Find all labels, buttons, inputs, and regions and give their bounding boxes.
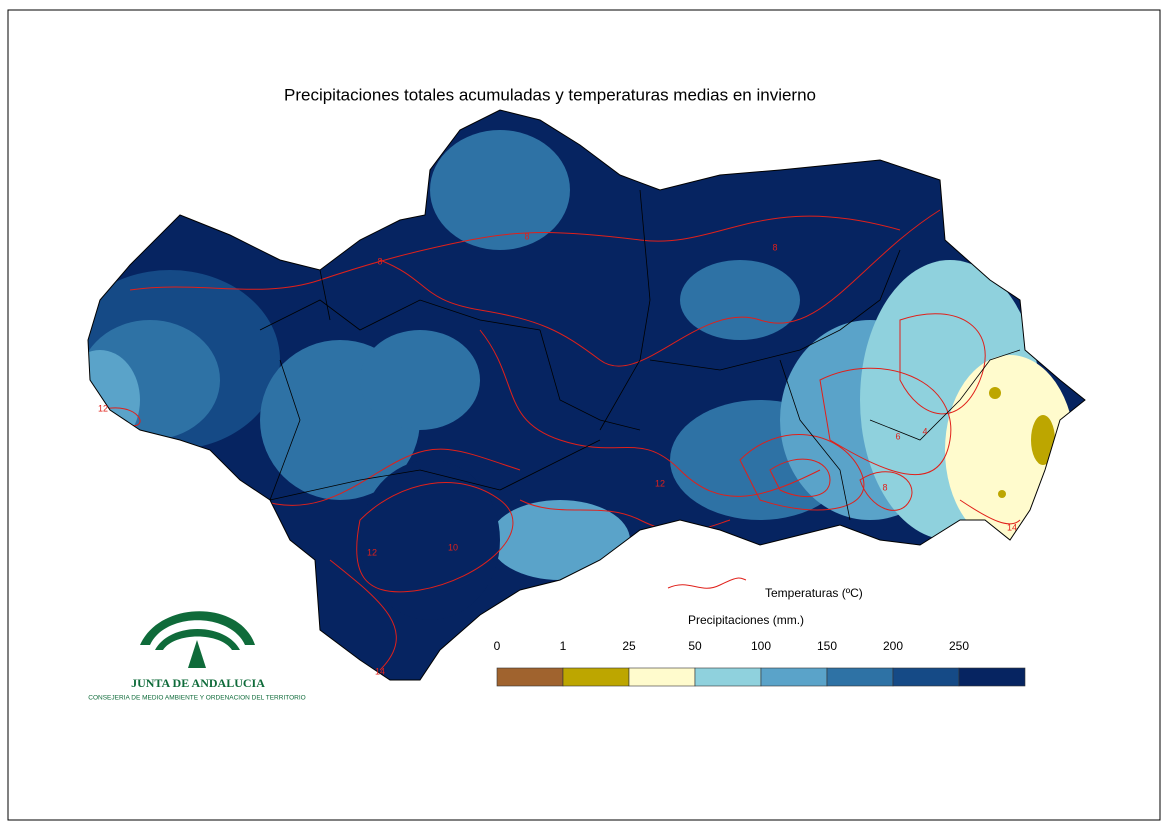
- legend-swatch: [562, 667, 630, 687]
- contour-label: 14: [1007, 522, 1017, 532]
- legend-break-label: 1: [560, 639, 567, 653]
- contour-label: 14: [375, 666, 385, 676]
- contour-label: 8: [772, 242, 777, 252]
- legend-swatch: [628, 667, 696, 687]
- legend-break-label: 200: [883, 639, 903, 653]
- contour-label: 12: [367, 547, 377, 557]
- contour-label: 8: [524, 231, 529, 241]
- legend-swatch: [958, 667, 1026, 687]
- legend-break-label: 0: [494, 639, 501, 653]
- precipitation-legend: 0 1 25 50 100 150 200 250: [494, 639, 1026, 687]
- legend-break-label: 100: [751, 639, 771, 653]
- temperature-legend-label: Temperaturas (ºC): [765, 586, 863, 600]
- map-title: Precipitaciones totales acumuladas y tem…: [284, 85, 816, 104]
- contour-label: 10: [448, 542, 458, 552]
- legend-swatch: [892, 667, 960, 687]
- contour-label: 6: [895, 431, 900, 441]
- logo: JUNTA DE ANDALUCIA CONSEJERIA DE MEDIO A…: [88, 611, 306, 702]
- legend-swatch: [694, 667, 762, 687]
- contour-label: 12: [98, 403, 108, 413]
- temperature-isolines: [99, 209, 1021, 671]
- contour-label: 8: [882, 482, 887, 492]
- contour-label: 4: [922, 426, 927, 436]
- province-borders: [259, 189, 1021, 521]
- legend-swatch: [826, 667, 894, 687]
- temperature-legend-line: [667, 577, 747, 589]
- logo-department: CONSEJERIA DE MEDIO AMBIENTE Y ORDENACIO…: [88, 695, 305, 702]
- legend-break-label: 50: [688, 639, 702, 653]
- legend-break-label: 150: [817, 639, 837, 653]
- precipitation-legend-title: Precipitaciones (mm.): [688, 613, 804, 627]
- legend-swatch: [496, 667, 564, 687]
- contour-label: 8: [377, 256, 382, 266]
- legend-break-label: 250: [949, 639, 969, 653]
- legend-break-label: 25: [622, 639, 636, 653]
- contour-label: 12: [655, 478, 665, 488]
- logo-name: JUNTA DE ANDALUCIA: [131, 676, 265, 690]
- legend-swatch: [760, 667, 828, 687]
